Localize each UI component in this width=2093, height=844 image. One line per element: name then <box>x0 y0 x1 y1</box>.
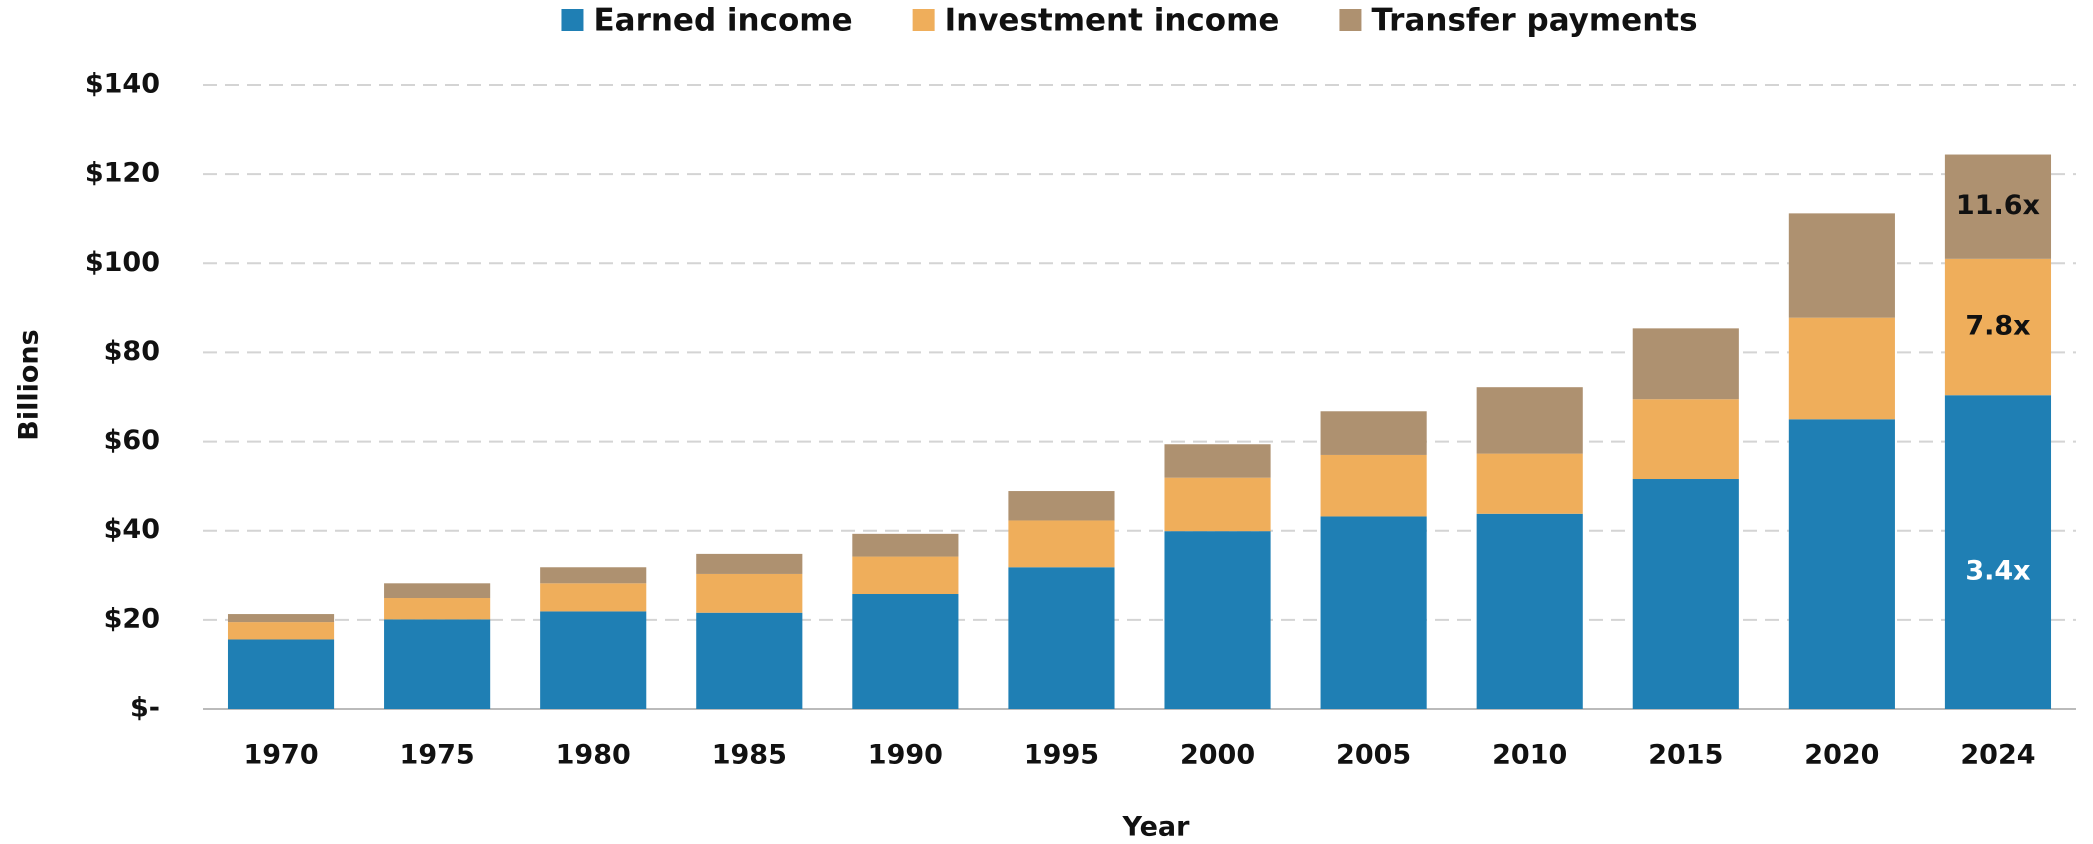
legend-swatch <box>1339 9 1362 31</box>
bar-segment <box>384 583 491 599</box>
legend-label: Earned income <box>593 3 852 39</box>
y-tick-label: $60 <box>104 425 160 456</box>
legend-label: Investment income <box>945 3 1280 39</box>
annotation: 7.8x <box>1965 311 2030 342</box>
y-tick-label: $80 <box>104 336 160 367</box>
bar-segment <box>1788 419 1895 709</box>
bar-segment <box>227 639 335 709</box>
bar-segment <box>1476 513 1583 709</box>
bar-segment <box>1944 258 2052 396</box>
bar-segment <box>1164 477 1271 532</box>
bar-segment <box>696 553 803 574</box>
y-tick-label: $100 <box>85 247 160 278</box>
bar-segment <box>1164 444 1271 478</box>
bar-segment <box>227 622 335 640</box>
legend-swatch <box>561 9 584 31</box>
x-tick-label: 2000 <box>1180 740 1255 771</box>
annotation: 11.6x <box>1956 190 2040 221</box>
x-tick-label: 1985 <box>712 740 787 771</box>
bar-segment <box>1788 317 1895 420</box>
y-axis-label: Billions <box>14 329 45 440</box>
y-tick-label: $20 <box>104 603 160 634</box>
bar-segment <box>1476 453 1583 514</box>
bar-segment <box>384 619 491 709</box>
bar-segment <box>1476 387 1583 454</box>
bar-segment <box>540 611 647 709</box>
bar-segment <box>1632 399 1739 480</box>
bar-segment <box>696 573 803 613</box>
x-axis-label: Year <box>1122 812 1191 843</box>
bar-segment <box>1944 395 2052 709</box>
y-tick-label: $40 <box>104 514 160 545</box>
bar-segment <box>227 614 335 623</box>
y-tick-label: $- <box>130 693 160 724</box>
bar-segment <box>696 612 803 709</box>
legend-label: Transfer payments <box>1371 3 1697 39</box>
y-tick-label: $140 <box>85 69 160 100</box>
x-tick-label: 2010 <box>1492 740 1567 771</box>
x-tick-label: 1995 <box>1024 740 1099 771</box>
bar-segment <box>852 533 959 557</box>
legend-swatch <box>912 9 935 31</box>
bar-segment <box>852 556 959 595</box>
bar-segment <box>1320 516 1427 709</box>
bar-segment <box>540 583 647 612</box>
annotation: 3.4x <box>1965 556 2030 587</box>
bar-segment <box>1320 411 1427 455</box>
x-tick-label: 1990 <box>868 740 943 771</box>
bar-segment <box>1320 454 1427 517</box>
x-tick-label: 1975 <box>400 740 475 771</box>
bar-segment <box>1008 567 1115 709</box>
x-tick-label: 2015 <box>1648 740 1723 771</box>
bar-segment <box>1008 520 1115 568</box>
y-tick-label: $120 <box>85 158 160 189</box>
bar-segment <box>1164 531 1271 709</box>
bar-segment <box>384 598 491 620</box>
bar-segment <box>540 567 647 584</box>
bar-segment <box>1632 479 1739 709</box>
bar-segment <box>1008 491 1115 521</box>
x-tick-label: 2005 <box>1336 740 1411 771</box>
x-tick-label: 2024 <box>1960 740 2035 771</box>
x-tick-label: 1970 <box>243 740 318 771</box>
bar-segment <box>1788 213 1895 318</box>
x-tick-label: 2020 <box>1804 740 1879 771</box>
bar-segment <box>1944 154 2052 259</box>
bar-segment <box>1632 328 1739 400</box>
bar-segment <box>852 594 959 709</box>
x-tick-label: 1980 <box>556 740 631 771</box>
